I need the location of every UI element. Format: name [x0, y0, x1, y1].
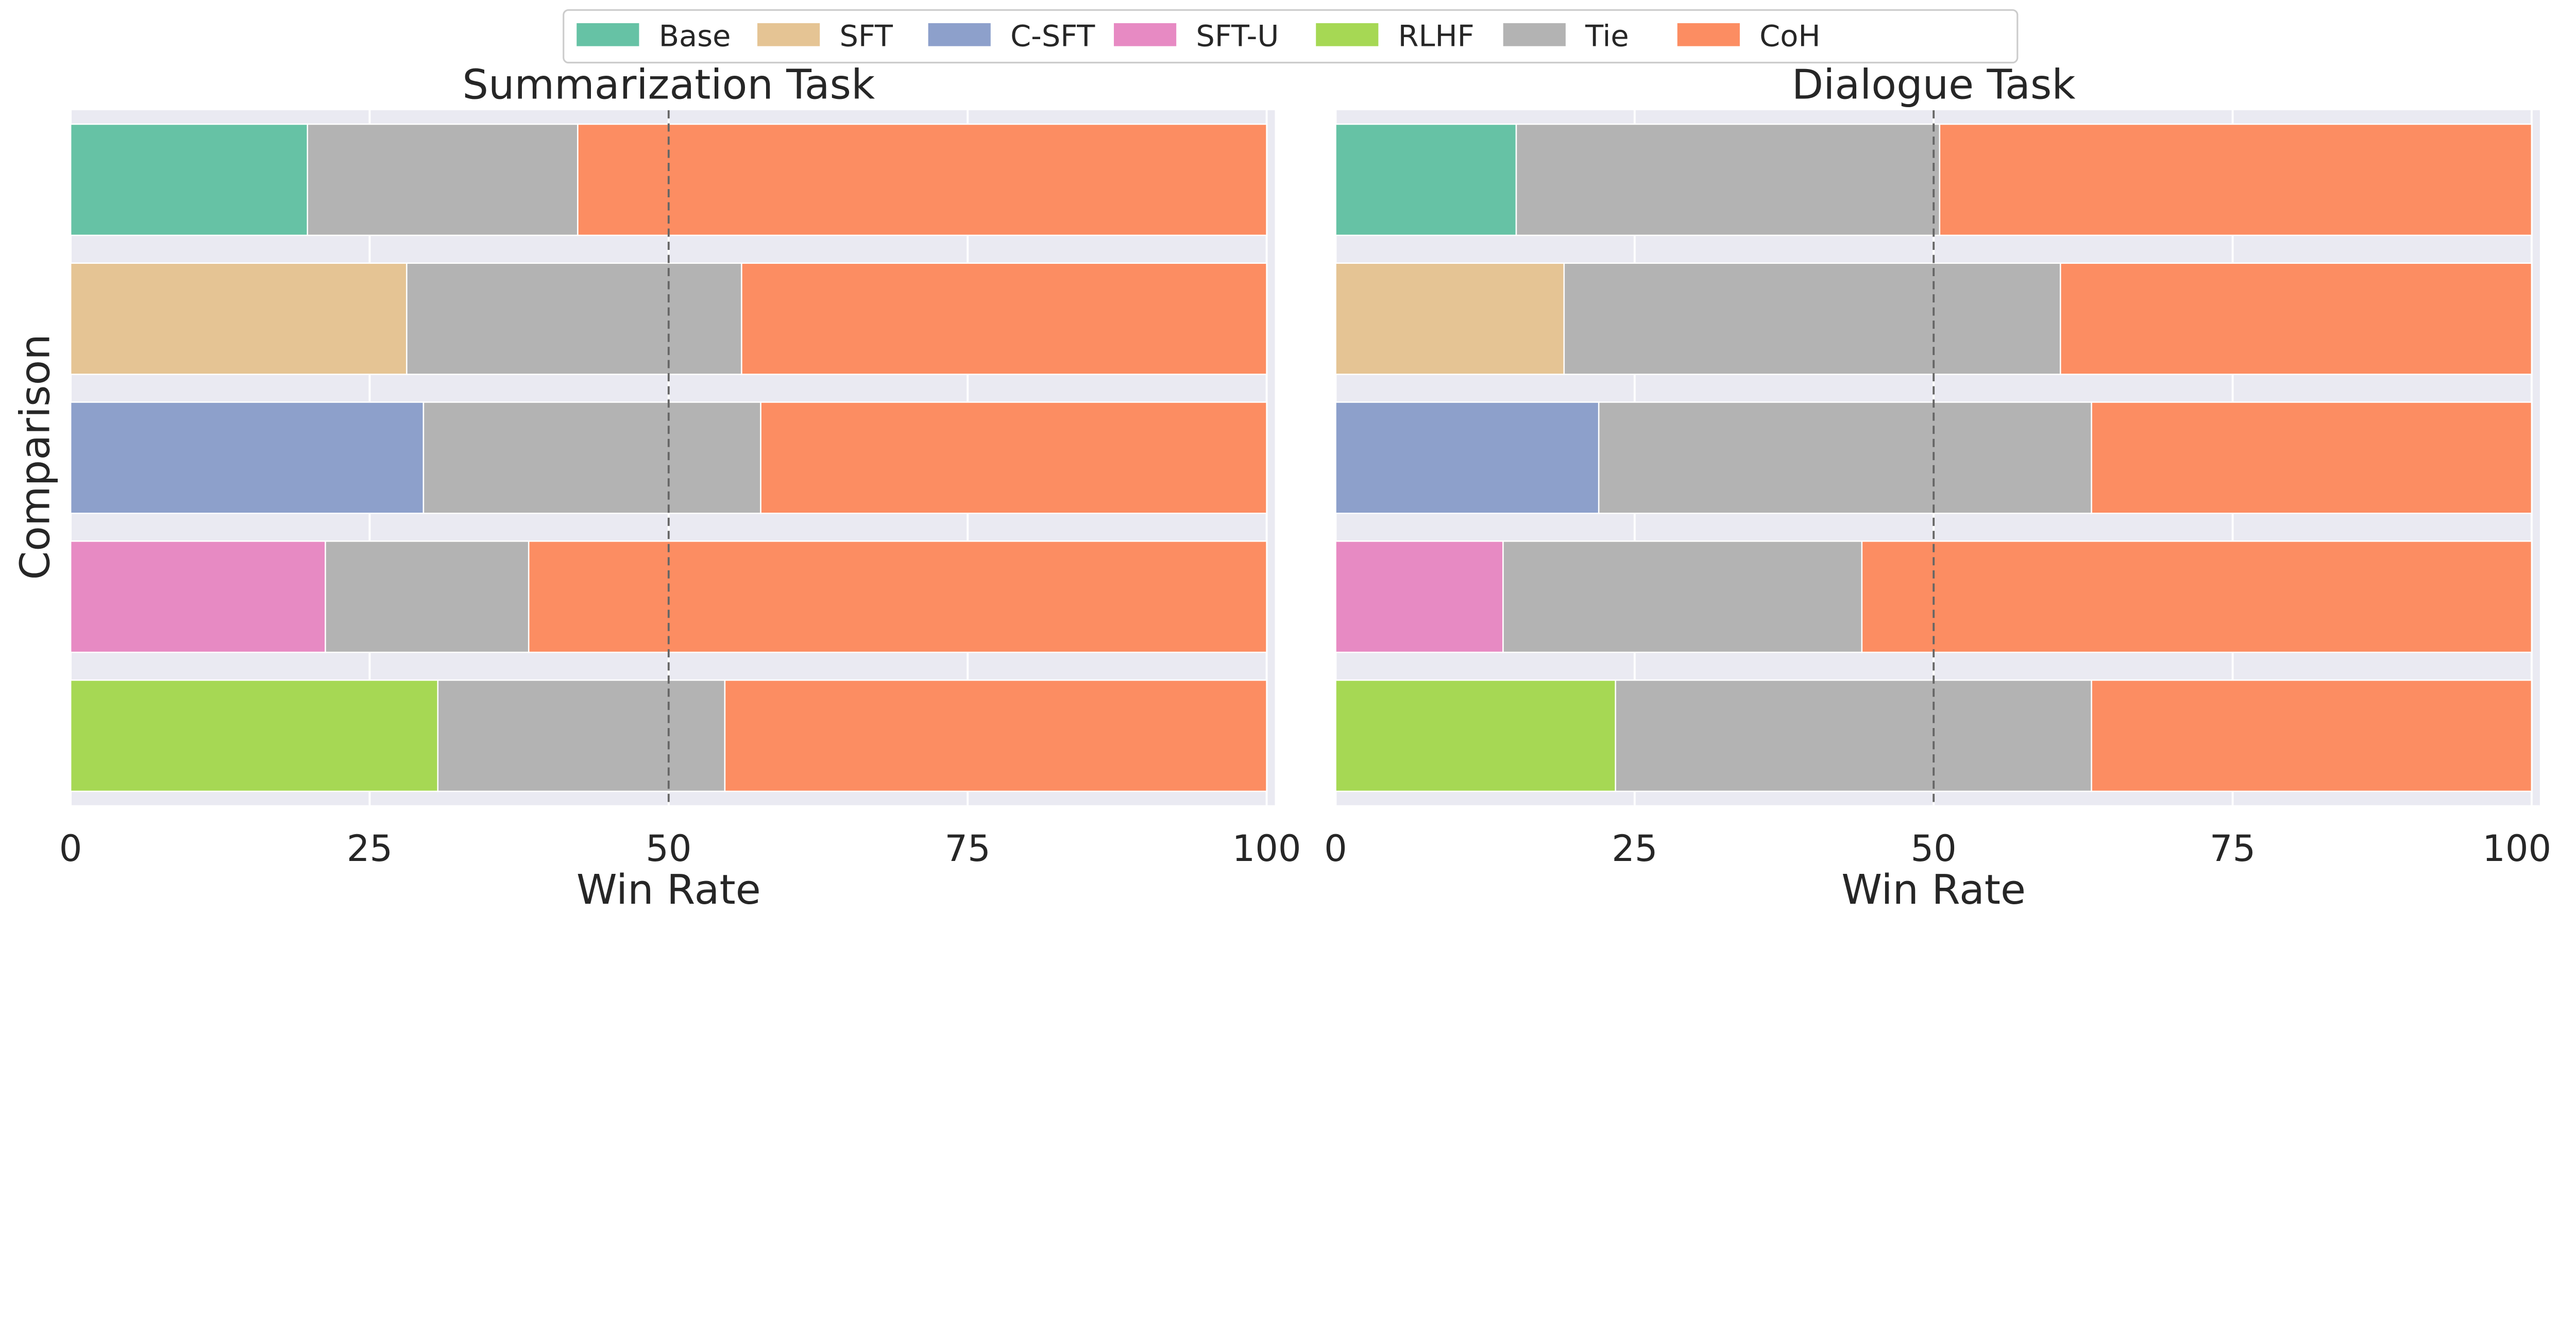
bar-tie	[1598, 401, 2092, 514]
legend-item-tie: Tie	[1503, 19, 1629, 54]
bar-sft-u	[70, 540, 326, 653]
bar-coh	[741, 262, 1267, 375]
legend-label: SFT-U	[1196, 19, 1279, 54]
legend-swatch	[757, 23, 820, 46]
legend-label: SFT	[839, 19, 893, 54]
bar-coh	[1861, 540, 2533, 653]
bar-coh	[1939, 123, 2533, 236]
panel-title: Summarization Task	[462, 61, 875, 109]
legend-swatch	[1503, 23, 1566, 46]
legend-swatch	[1316, 23, 1379, 46]
legend-frame	[563, 9, 2019, 64]
legend-item-sft: SFT	[757, 19, 893, 54]
bar-c-sft	[1335, 401, 1600, 514]
figure: Base SFT C-SFT SFT-U RLHF Tie CoH 0 25 50 75 100 Sum…	[11, 9, 2551, 914]
legend-item-sft-u: SFT-U	[1113, 19, 1279, 54]
bar-row-sft	[70, 262, 1267, 375]
bar-tie	[1502, 540, 1863, 653]
legend-label: Tie	[1585, 19, 1629, 54]
legend-item-rlhf: RLHF	[1316, 19, 1475, 54]
x-tick-label: 100	[1232, 827, 1301, 870]
x-axis-label: Win Rate	[1841, 866, 2026, 914]
bar-sft	[1335, 262, 1565, 375]
legend-label: Base	[659, 19, 731, 54]
x-axis-label: Win Rate	[577, 866, 761, 914]
bar-tie	[422, 401, 761, 514]
bar-row-base	[70, 123, 1267, 236]
bar-row-c-sft	[1335, 401, 2533, 514]
x-tick-label: 0	[1324, 827, 1347, 870]
bar-sft-u	[1335, 540, 1504, 653]
bar-tie	[325, 540, 530, 653]
bar-tie	[307, 123, 579, 236]
x-tick-label: 25	[347, 827, 393, 870]
x-tick-label: 25	[1612, 827, 1657, 870]
x-tick-label: 100	[2482, 827, 2551, 870]
bar-base	[1335, 123, 1517, 236]
bar-coh	[760, 401, 1267, 514]
bar-row-base	[1335, 123, 2533, 236]
bar-tie	[406, 262, 742, 375]
bar-row-sft	[1335, 262, 2533, 375]
panel-0: 0 25 50 75 100 Summarization Task Win Rate Comp…	[11, 61, 1301, 914]
bar-base	[70, 123, 309, 236]
legend-item-base: Base	[577, 19, 731, 54]
legend-item-coh: CoH	[1677, 19, 1820, 54]
bar-row-sft-u	[70, 540, 1267, 653]
panel-1: 0 25 50 75 100 Dialogue Task Win Rate	[1324, 61, 2551, 914]
legend-swatch	[1113, 23, 1177, 46]
bar-tie	[1615, 679, 2092, 792]
legend-item-c-sft: C-SFT	[928, 19, 1095, 54]
x-tick-label: 0	[59, 827, 82, 870]
legend-label: C-SFT	[1010, 19, 1095, 54]
legend-label: RLHF	[1398, 19, 1475, 54]
bar-coh	[724, 679, 1267, 792]
x-tick-label: 50	[646, 827, 691, 870]
bar-tie	[1563, 262, 2061, 375]
bar-row-c-sft	[70, 401, 1267, 514]
bar-sft	[70, 262, 408, 375]
bar-row-rlhf	[1335, 679, 2533, 792]
bar-rlhf	[1335, 679, 1616, 792]
bar-tie	[1515, 123, 1941, 236]
legend-swatch	[928, 23, 991, 46]
legend-label: CoH	[1759, 19, 1820, 54]
bar-coh	[2091, 679, 2533, 792]
x-tick-label: 75	[945, 827, 991, 870]
bar-coh	[2059, 262, 2533, 375]
bar-row-rlhf	[70, 679, 1267, 792]
bar-coh	[2091, 401, 2533, 514]
bar-tie	[437, 679, 726, 792]
legend-swatch	[1677, 23, 1740, 46]
x-tick-label: 75	[2210, 827, 2256, 870]
panel-title: Dialogue Task	[1792, 61, 2076, 109]
x-tick-label: 50	[1911, 827, 1957, 870]
bar-coh	[528, 540, 1267, 653]
legend-swatch	[577, 23, 639, 46]
bar-c-sft	[70, 401, 425, 514]
bar-row-sft-u	[1335, 540, 2533, 653]
bar-coh	[577, 123, 1267, 236]
legend: Base SFT C-SFT SFT-U RLHF Tie CoH	[563, 9, 2019, 64]
y-axis-label: Comparison	[11, 334, 59, 580]
bar-rlhf	[70, 679, 439, 792]
